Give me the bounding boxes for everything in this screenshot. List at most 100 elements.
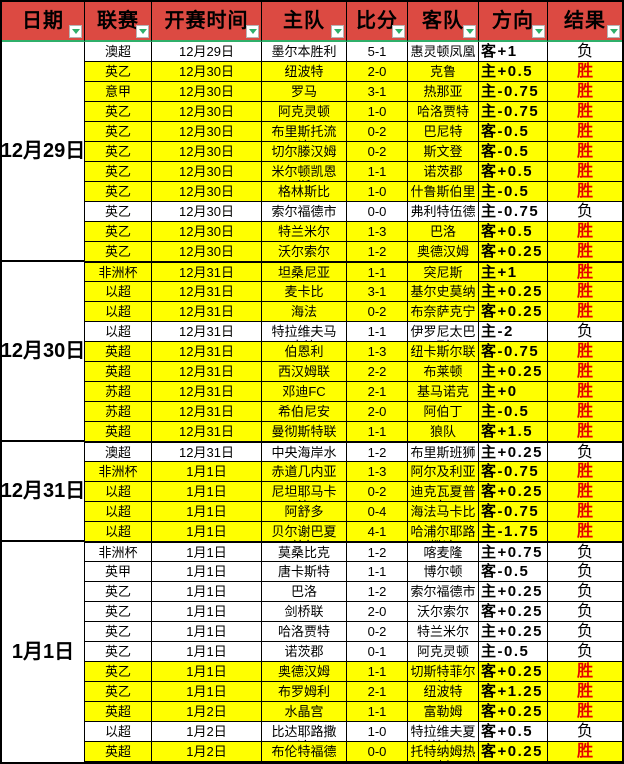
- date-group-label: 12月31日: [2, 442, 85, 542]
- league-cell: 英乙: [85, 122, 152, 142]
- away-team-cell: 巴尼特: [408, 122, 479, 142]
- handicap-direction-cell: 主-0.75: [479, 102, 548, 122]
- kickoff-time-cell: 1月1日: [152, 582, 262, 602]
- kickoff-time-cell: 1月1日: [152, 642, 262, 662]
- filter-dropdown-kickoff-time[interactable]: [246, 25, 259, 38]
- score-cell: 0-0: [347, 742, 408, 762]
- home-team-name: 切尔滕汉姆: [271, 144, 337, 159]
- result-cell: 胜: [548, 382, 622, 402]
- filter-dropdown-icon: [609, 29, 618, 34]
- filter-dropdown-result[interactable]: [607, 25, 620, 38]
- handicap-direction-cell: 主-0.5: [479, 402, 548, 422]
- league-cell: 意甲: [85, 82, 152, 102]
- kickoff-time-cell: 12月31日: [152, 422, 262, 442]
- home-team-cell: 纽波特: [262, 62, 347, 82]
- filter-dropdown-away-team[interactable]: [463, 25, 476, 38]
- result-cell: 胜: [548, 482, 622, 502]
- filter-dropdown-league[interactable]: [136, 25, 149, 38]
- column-header-result-label: 结果: [564, 9, 606, 32]
- home-team-cell: 西汉姆联: [262, 362, 347, 382]
- home-team-name: 布罗姆利: [277, 684, 330, 699]
- column-header-date-label: 日期: [22, 9, 64, 32]
- away-team-name: 迪克瓦夏普尔: [410, 484, 476, 501]
- home-team-cell: 布里斯托流浪: [262, 122, 347, 142]
- score-cell: 1-2: [347, 442, 408, 462]
- away-team-cell: 阿克灵顿: [408, 642, 479, 662]
- score-cell: 1-1: [347, 562, 408, 582]
- home-team-name: 唐卡斯特: [277, 564, 330, 579]
- filter-dropdown-direction[interactable]: [532, 25, 545, 38]
- score-cell: 1-2: [347, 242, 408, 262]
- away-team-name: 纽卡斯尔联: [410, 344, 476, 359]
- home-team-cell: 海法: [262, 302, 347, 322]
- home-team-cell: 奥德汉姆: [262, 662, 347, 682]
- away-team-cell: 伊罗尼太巴列: [408, 322, 479, 342]
- away-team-name: 沃尔索尔: [416, 604, 469, 619]
- kickoff-time-cell: 12月31日: [152, 282, 262, 302]
- filter-dropdown-score[interactable]: [392, 25, 405, 38]
- away-team-name: 富勒姆: [423, 704, 463, 719]
- score-cell: 1-0: [347, 102, 408, 122]
- handicap-direction-cell: 客-0.5: [479, 562, 548, 582]
- away-team-cell: 迪克瓦夏普尔: [408, 482, 479, 502]
- column-header-home-team-label: 主队: [283, 9, 325, 32]
- kickoff-time-cell: 12月30日: [152, 162, 262, 182]
- away-team-name: 索尔福德市: [410, 584, 476, 599]
- home-team-cell: 诺茨郡: [262, 642, 347, 662]
- score-cell: 0-1: [347, 642, 408, 662]
- home-team-name: 西汉姆联: [277, 364, 330, 379]
- kickoff-time-cell: 12月29日: [152, 42, 262, 62]
- home-team-name: 海法: [290, 304, 317, 319]
- result-cell: 胜: [548, 742, 622, 762]
- away-team-name: 基尔史莫纳: [410, 284, 476, 299]
- away-team-name: 纽波特: [423, 684, 463, 699]
- kickoff-time-cell: 1月1日: [152, 662, 262, 682]
- filter-dropdown-icon: [394, 29, 403, 34]
- home-team-cell: 邓迪FC: [262, 382, 347, 402]
- away-team-cell: 特兰米尔: [408, 622, 479, 642]
- home-team-cell: 伯恩利: [262, 342, 347, 362]
- home-team-name: 麦卡比: [284, 284, 324, 299]
- kickoff-time-cell: 1月2日: [152, 742, 262, 762]
- home-team-name: 剑桥联: [284, 604, 324, 619]
- handicap-direction-cell: 客-0.5: [479, 122, 548, 142]
- home-team-name: 贝尔谢巴夏普尔: [271, 524, 337, 541]
- away-team-name: 弗利特伍德: [410, 204, 476, 219]
- score-cell: 1-1: [347, 262, 408, 282]
- home-team-cell: 巴洛: [262, 582, 347, 602]
- home-team-name: 格林斯比: [277, 184, 330, 199]
- handicap-direction-cell: 主+0.25: [479, 442, 548, 462]
- result-cell: 胜: [548, 462, 622, 482]
- away-team-name: 切斯特菲尔德: [410, 664, 476, 681]
- away-team-name: 基马诺克: [416, 384, 469, 399]
- away-team-cell: 纽波特: [408, 682, 479, 702]
- away-team-cell: 博尔顿: [408, 562, 479, 582]
- away-team-name: 巴洛: [429, 224, 456, 239]
- league-cell: 英超: [85, 742, 152, 762]
- score-cell: 1-3: [347, 222, 408, 242]
- handicap-direction-cell: 客+0.25: [479, 242, 548, 262]
- filter-dropdown-icon: [465, 29, 474, 34]
- filter-dropdown-date[interactable]: [69, 25, 82, 38]
- home-team-name: 米尔顿凯恩斯: [271, 164, 337, 181]
- league-cell: 英甲: [85, 562, 152, 582]
- score-cell: 2-1: [347, 382, 408, 402]
- result-cell: 胜: [548, 362, 622, 382]
- away-team-name: 阿尔及利亚: [410, 464, 476, 479]
- league-cell: 以超: [85, 722, 152, 742]
- score-cell: 1-2: [347, 542, 408, 562]
- away-team-cell: 阿伯丁: [408, 402, 479, 422]
- league-cell: 英乙: [85, 142, 152, 162]
- kickoff-time-cell: 1月1日: [152, 682, 262, 702]
- home-team-name: 沃尔索尔: [277, 244, 330, 259]
- handicap-direction-cell: 主+0.75: [479, 542, 548, 562]
- home-team-name: 索尔福德市: [271, 204, 337, 219]
- result-cell: 胜: [548, 402, 622, 422]
- away-team-cell: 沃尔索尔: [408, 602, 479, 622]
- away-team-name: 奥德汉姆: [416, 244, 469, 259]
- away-team-cell: 弗利特伍德: [408, 202, 479, 222]
- filter-dropdown-home-team[interactable]: [331, 25, 344, 38]
- home-team-cell: 比达耶路撒冷: [262, 722, 347, 742]
- kickoff-time-cell: 12月31日: [152, 402, 262, 422]
